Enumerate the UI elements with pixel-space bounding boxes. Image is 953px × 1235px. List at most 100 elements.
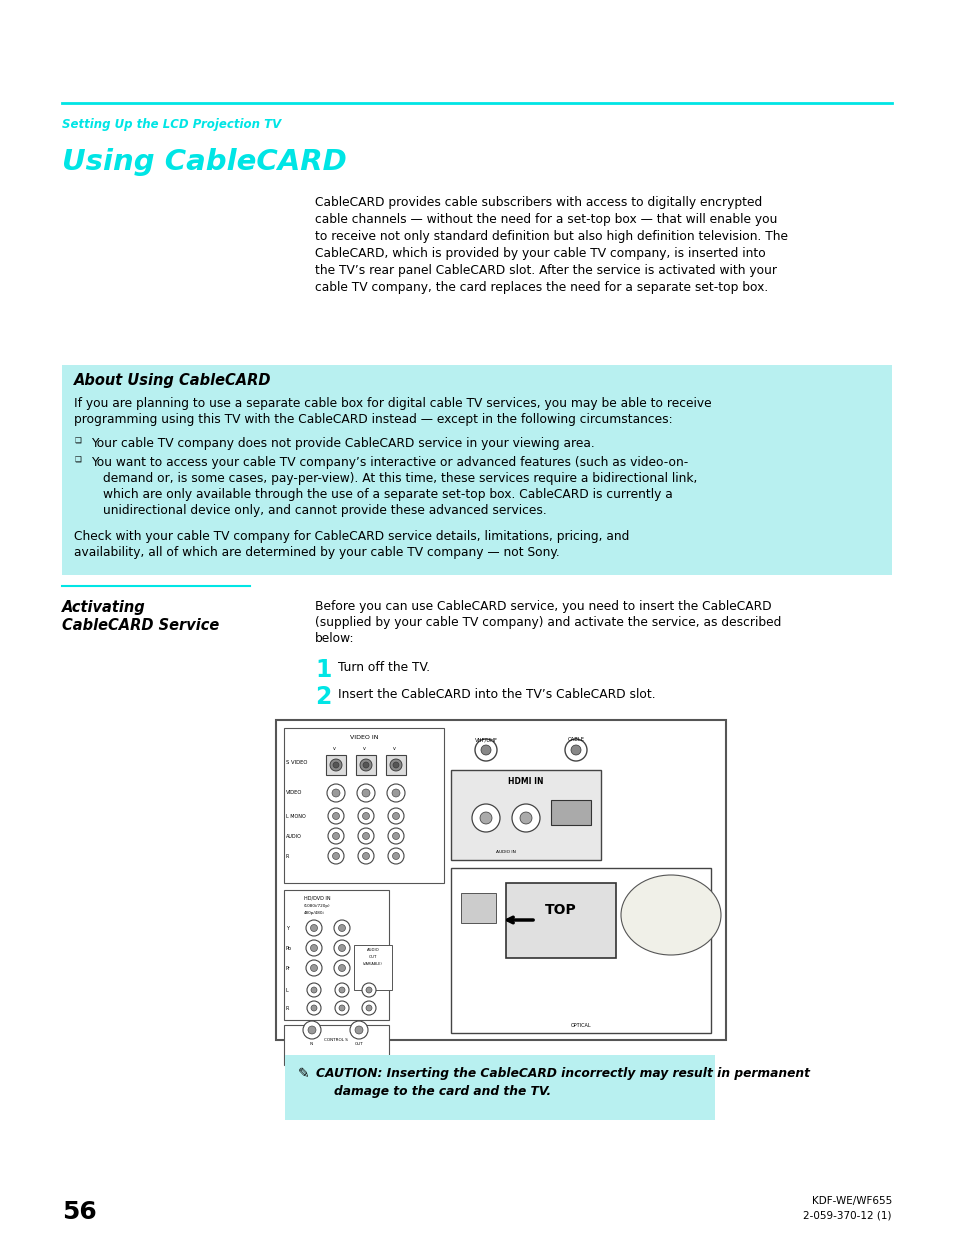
Text: (supplied by your cable TV company) and activate the service, as described: (supplied by your cable TV company) and … — [314, 616, 781, 629]
Circle shape — [310, 945, 317, 951]
Text: 56: 56 — [62, 1200, 96, 1224]
Bar — [62, 366, 891, 576]
Circle shape — [392, 852, 399, 860]
Text: Activating: Activating — [62, 600, 146, 615]
Circle shape — [328, 848, 344, 864]
Circle shape — [333, 852, 339, 860]
Circle shape — [333, 762, 338, 768]
Circle shape — [366, 1005, 372, 1011]
Circle shape — [362, 832, 369, 840]
Bar — [284, 1025, 389, 1065]
Text: to receive not only standard definition but also high definition television. The: to receive not only standard definition … — [314, 230, 787, 243]
Text: the TV’s rear panel CableCARD slot. After the service is activated with your: the TV’s rear panel CableCARD slot. Afte… — [314, 264, 776, 277]
Text: AUDIO IN: AUDIO IN — [496, 850, 516, 853]
Text: Pb: Pb — [286, 946, 292, 951]
Bar — [505, 883, 616, 958]
Circle shape — [338, 965, 345, 972]
Circle shape — [362, 852, 369, 860]
Circle shape — [388, 848, 403, 864]
Text: ✎: ✎ — [297, 1067, 310, 1081]
Circle shape — [392, 813, 399, 820]
Circle shape — [356, 784, 375, 802]
Circle shape — [387, 784, 405, 802]
Circle shape — [335, 983, 349, 997]
Bar — [284, 727, 443, 883]
Bar — [354, 945, 392, 990]
Text: damage to the card and the TV.: damage to the card and the TV. — [334, 1086, 551, 1098]
Circle shape — [310, 925, 317, 931]
Circle shape — [306, 940, 322, 956]
Circle shape — [306, 960, 322, 976]
Text: IN: IN — [310, 1042, 314, 1046]
Circle shape — [338, 987, 345, 993]
Text: CABLE: CABLE — [567, 737, 584, 742]
Text: CableCARD Service: CableCARD Service — [62, 618, 219, 634]
Circle shape — [307, 983, 320, 997]
Circle shape — [357, 808, 374, 824]
Bar — [284, 890, 389, 1020]
Circle shape — [392, 832, 399, 840]
Circle shape — [334, 920, 350, 936]
Text: OUT: OUT — [369, 955, 376, 960]
Circle shape — [330, 760, 341, 771]
Bar — [386, 755, 406, 776]
Text: Check with your cable TV company for CableCARD service details, limitations, pri: Check with your cable TV company for Cab… — [74, 530, 629, 543]
Circle shape — [335, 1002, 349, 1015]
Circle shape — [338, 925, 345, 931]
Text: Pr: Pr — [286, 966, 291, 971]
Circle shape — [390, 760, 401, 771]
Circle shape — [328, 827, 344, 844]
Text: availability, all of which are determined by your cable TV company — not Sony.: availability, all of which are determine… — [74, 546, 559, 559]
Text: VIDEO: VIDEO — [286, 790, 302, 795]
Text: v: v — [362, 746, 365, 751]
Circle shape — [392, 789, 399, 797]
Circle shape — [363, 762, 369, 768]
Text: (VARIABLE): (VARIABLE) — [363, 962, 382, 966]
Text: VIDEO IN: VIDEO IN — [350, 735, 377, 740]
Ellipse shape — [620, 876, 720, 955]
Circle shape — [334, 940, 350, 956]
Bar — [451, 868, 710, 1032]
Text: CONTROL S: CONTROL S — [324, 1037, 348, 1042]
Text: unidirectional device only, and cannot provide these advanced services.: unidirectional device only, and cannot p… — [103, 504, 546, 517]
Text: AUDIO: AUDIO — [286, 834, 301, 839]
Circle shape — [310, 965, 317, 972]
Text: below:: below: — [314, 632, 355, 645]
Text: KDF-WE/WF655: KDF-WE/WF655 — [811, 1195, 891, 1207]
Text: CAUTION: Inserting the CableCARD incorrectly may result in permanent: CAUTION: Inserting the CableCARD incorre… — [315, 1067, 809, 1079]
Circle shape — [350, 1021, 368, 1039]
Circle shape — [332, 789, 339, 797]
Circle shape — [311, 1005, 316, 1011]
Text: OUT: OUT — [355, 1042, 363, 1046]
Text: demand or, is some cases, pay-per-view). At this time, these services require a : demand or, is some cases, pay-per-view).… — [103, 472, 697, 485]
Text: VHF/UHF: VHF/UHF — [474, 737, 497, 742]
Circle shape — [479, 811, 492, 824]
Circle shape — [303, 1021, 320, 1039]
Bar — [355, 755, 375, 776]
Text: Turn off the TV.: Turn off the TV. — [337, 661, 430, 674]
Text: You want to access your cable TV company’s interactive or advanced features (suc: You want to access your cable TV company… — [91, 456, 687, 469]
Bar — [285, 1055, 714, 1120]
Text: HD/DVD IN: HD/DVD IN — [304, 897, 331, 902]
Circle shape — [361, 789, 370, 797]
Text: AUDIO: AUDIO — [366, 948, 379, 952]
Circle shape — [388, 808, 403, 824]
Text: cable TV company, the card replaces the need for a separate set-top box.: cable TV company, the card replaces the … — [314, 282, 767, 294]
Text: Before you can use CableCARD service, you need to insert the CableCARD: Before you can use CableCARD service, yo… — [314, 600, 771, 613]
Text: HDMI IN: HDMI IN — [508, 777, 543, 785]
Text: CableCARD provides cable subscribers with access to digitally encrypted: CableCARD provides cable subscribers wit… — [314, 196, 761, 209]
Text: (1080i/720p): (1080i/720p) — [304, 904, 331, 908]
Text: CableCARD, which is provided by your cable TV company, is inserted into: CableCARD, which is provided by your cab… — [314, 247, 765, 261]
Text: S VIDEO: S VIDEO — [286, 761, 307, 766]
Text: If you are planning to use a separate cable box for digital cable TV services, y: If you are planning to use a separate ca… — [74, 396, 711, 410]
Circle shape — [338, 945, 345, 951]
Circle shape — [361, 983, 375, 997]
Text: which are only available through the use of a separate set-top box. CableCARD is: which are only available through the use… — [103, 488, 672, 501]
Circle shape — [519, 811, 532, 824]
Circle shape — [355, 1026, 363, 1034]
Circle shape — [388, 827, 403, 844]
Circle shape — [328, 808, 344, 824]
Text: Y: Y — [286, 925, 289, 930]
Text: L: L — [286, 988, 289, 993]
Circle shape — [327, 784, 345, 802]
